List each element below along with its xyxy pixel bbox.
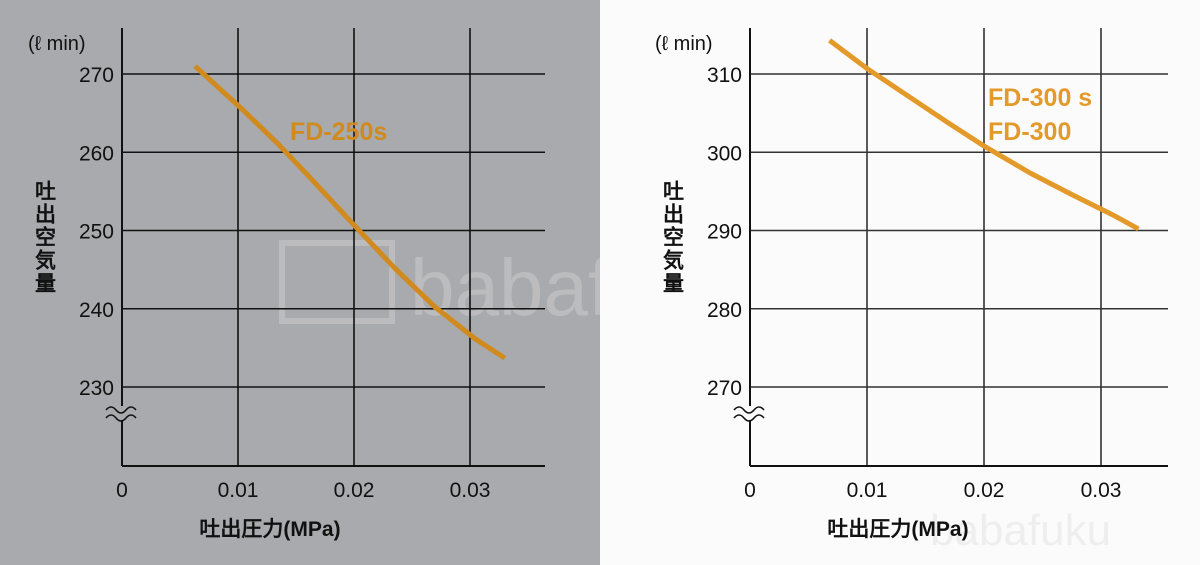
x-tick-label: 0.02 xyxy=(964,479,1005,502)
y-tick-label: 270 xyxy=(707,377,742,400)
y-tick-label: 290 xyxy=(707,221,742,244)
watermark: babafuku xyxy=(279,240,600,332)
y-tick-label: 240 xyxy=(79,299,114,322)
watermark-text: babafuku xyxy=(410,243,600,332)
x-tick-label: 0 xyxy=(116,479,128,502)
x-tick-label: 0.02 xyxy=(334,479,375,502)
y-axis-label: 吐出空気量 xyxy=(33,180,57,295)
y-axis-label: 吐出空気量 xyxy=(661,180,685,295)
y-tick-label: 280 xyxy=(707,299,742,322)
y-tick-label: 270 xyxy=(79,64,114,87)
y-tick-label: 300 xyxy=(707,142,742,165)
watermark-logo xyxy=(279,240,395,324)
axis-break-mark xyxy=(733,414,765,422)
chart-panel-fd-250s: babafuku 230 240 250 260 270 0 0.01 0.02 0.03 (ℓ m… xyxy=(0,0,600,565)
x-tick-label: 0 xyxy=(744,479,756,502)
chart-svg-left: babafuku 230 240 250 260 270 0 0.01 0.02 0.03 (ℓ m… xyxy=(28,28,600,541)
chart-panel-fd-300: babafuku 270 280 290 300 310 0 0.01 0.02 0.03 (ℓ m… xyxy=(600,0,1200,565)
x-axis-label: 吐出圧力(MPa) xyxy=(827,518,968,541)
y-unit-label: (ℓ min) xyxy=(28,33,86,55)
x-tick-label: 0.01 xyxy=(218,479,259,502)
watermark-text: babafuku xyxy=(930,506,1111,555)
y-tick-label: 260 xyxy=(79,142,114,165)
x-tick-label: 0.03 xyxy=(1081,479,1122,502)
x-tick-label: 0.03 xyxy=(450,479,491,502)
series-label: FD-300 xyxy=(988,118,1071,146)
y-tick-label: 310 xyxy=(707,64,742,87)
series-label: FD-250s xyxy=(290,118,387,146)
watermark: babafuku xyxy=(930,506,1111,555)
axis-break-mark xyxy=(733,406,765,414)
axis-break-mark xyxy=(105,406,137,414)
x-axis-label: 吐出圧力(MPa) xyxy=(199,518,340,541)
y-unit-label: (ℓ min) xyxy=(655,33,713,55)
chart-svg-right: babafuku 270 280 290 300 310 0 0.01 0.02 0.03 (ℓ m… xyxy=(655,28,1168,555)
axis-break-mark xyxy=(105,414,137,422)
x-tick-label: 0.01 xyxy=(847,479,888,502)
series-label: FD-300 s xyxy=(988,84,1092,112)
y-tick-label: 230 xyxy=(79,377,114,400)
y-tick-label: 250 xyxy=(79,221,114,244)
